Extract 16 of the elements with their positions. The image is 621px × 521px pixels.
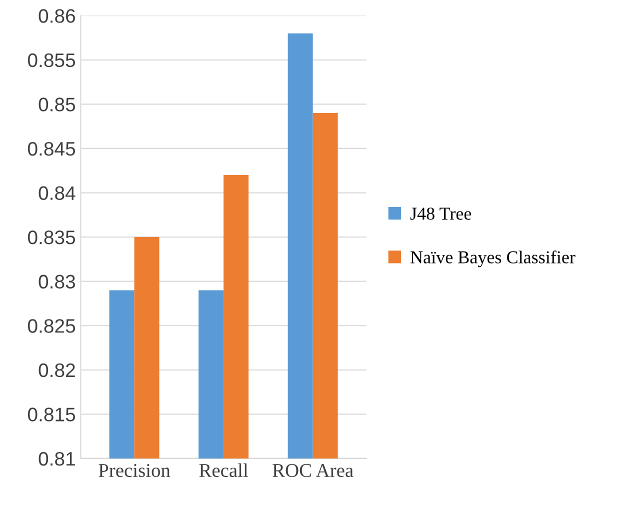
y-tick-label: 0.845 (28, 142, 76, 156)
y-tick-label: 0.86 (38, 9, 76, 23)
y-tick-label: 0.84 (38, 186, 76, 200)
y-tick-label: 0.85 (38, 98, 76, 112)
y-tick-label: 0.825 (28, 319, 76, 333)
x-tick-label: Precision (98, 464, 170, 478)
y-tick-label: 0.82 (38, 363, 75, 378)
y-tick-label: 0.81 (38, 452, 75, 466)
legend-label: J48 Tree (410, 208, 472, 220)
x-tick-label: Recall (199, 463, 248, 478)
y-tick-label: 0.815 (28, 408, 76, 422)
x-tick-label: ROC Area (272, 464, 354, 478)
legend-label: Naïve Bayes Classifier (410, 250, 576, 268)
y-tick-label: 0.855 (28, 53, 76, 68)
y-tick-label: 0.835 (28, 230, 76, 244)
y-tick-label: 0.83 (38, 274, 76, 289)
